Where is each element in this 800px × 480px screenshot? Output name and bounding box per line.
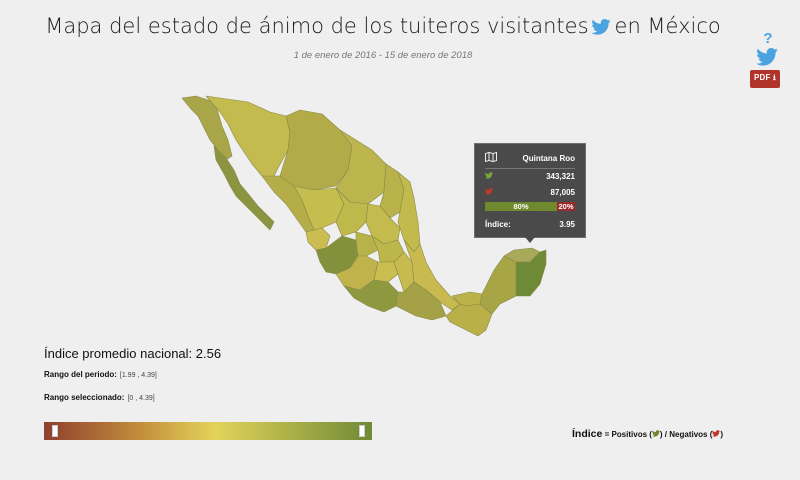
state-quintana-roo[interactable] — [515, 249, 547, 297]
state-durango[interactable] — [293, 185, 345, 231]
tooltip-negative-row: 87,005 — [485, 188, 575, 197]
color-scale-slider[interactable] — [44, 422, 372, 440]
twitter-bird-icon — [756, 48, 778, 66]
tooltip-negative-count: 87,005 — [550, 188, 575, 197]
tooltip-state-name: Quintana Roo — [522, 153, 575, 163]
sentiment-split-bar: 80% 20% — [485, 202, 575, 211]
range-min-handle[interactable] — [52, 425, 58, 437]
selected-range: Rango seleccionado: [0 , 4.39] — [44, 393, 155, 402]
tooltip-header: Quintana Roo — [485, 151, 575, 169]
date-range-subtitle: 1 de enero de 2016 - 15 de enero de 2018 — [293, 50, 473, 61]
negative-bird-icon — [485, 188, 493, 197]
period-range-label: Rango del periodo: — [44, 370, 117, 379]
state-chiapas[interactable] — [445, 303, 493, 337]
page-title: Mapa del estado de ánimo de los tuiteros… — [0, 14, 766, 40]
download-arrow-icon: ⭳ — [773, 73, 777, 82]
period-range-value: [1.99 , 4.39] — [119, 372, 157, 379]
tooltip-index-value: 3.95 — [559, 220, 575, 229]
selected-range-value: [0 , 4.39] — [127, 395, 155, 402]
state-baja-california-sur[interactable] — [213, 145, 275, 231]
tooltip-positive-count: 343,321 — [546, 172, 575, 181]
pdf-label: PDF — [754, 73, 771, 82]
tooltip-positive-row: 343,321 — [485, 172, 575, 181]
state-nayarit[interactable] — [305, 227, 331, 251]
tooltip-index-label: Índice: — [485, 220, 511, 229]
formula-equals: = Positivos ( — [602, 430, 652, 439]
selected-range-label: Rango seleccionado: — [44, 393, 125, 402]
title-main: Mapa del estado de ánimo de los tuiteros… — [45, 14, 589, 38]
negative-share: 20% — [557, 202, 575, 211]
state-tooltip: Quintana Roo 343,321 87,005 80% 20% Índi… — [474, 143, 586, 243]
period-range: Rango del periodo: [1.99 , 4.39] — [44, 370, 157, 379]
pdf-download-button[interactable]: PDF ⭳ — [750, 70, 781, 88]
twitter-share-button[interactable] — [756, 48, 778, 71]
state-chihuahua[interactable] — [279, 109, 353, 191]
twitter-bird-icon — [590, 16, 611, 40]
formula-index-word: Índice — [572, 428, 603, 440]
range-max-handle[interactable] — [359, 425, 365, 437]
title-tail: en México — [614, 14, 721, 38]
state-mexico-cdmx[interactable] — [373, 261, 399, 283]
negative-bird-icon — [712, 430, 721, 439]
national-average: Índice promedio nacional: 2.56 — [44, 346, 222, 361]
index-formula: Índice = Positivos ( ) / Negativos () — [572, 428, 723, 440]
help-button[interactable]: ? — [763, 30, 773, 47]
positive-share: 80% — [485, 202, 557, 211]
positive-bird-icon — [485, 172, 493, 181]
map-icon — [485, 151, 497, 164]
tooltip-index-row: Índice: 3.95 — [485, 220, 575, 229]
formula-mid: ) / Negativos ( — [659, 430, 713, 439]
positive-bird-icon — [651, 430, 660, 439]
state-campeche[interactable] — [479, 255, 517, 315]
formula-end: ) — [720, 430, 724, 439]
